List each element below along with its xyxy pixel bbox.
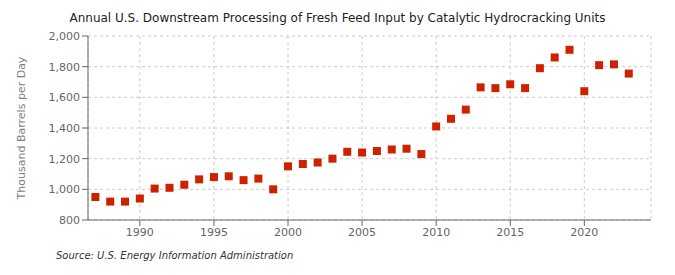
html-text:Source: U.S. Energy Informatio: Source: U.S. Energy Information Administ… (56, 250, 294, 261)
svg-text:2010: 2010 (422, 226, 450, 239)
svg-text:1,600: 1,600 (49, 91, 81, 104)
svg-text:1,800: 1,800 (49, 61, 81, 74)
svg-text:2000: 2000 (274, 226, 302, 239)
html-text:Annual U.S. Downstream Process: Annual U.S. Downstream Processing of Fre… (69, 11, 606, 25)
svg-text:Thousand Barrels per Day: Thousand Barrels per Day (15, 56, 28, 200)
svg-text:2,000: 2,000 (49, 30, 81, 43)
svg-text:1990: 1990 (126, 226, 154, 239)
svg-text:2005: 2005 (348, 226, 376, 239)
svg-text:1995: 1995 (200, 226, 228, 239)
svg-text:1,000: 1,000 (49, 183, 81, 196)
svg-text:800: 800 (59, 214, 80, 227)
svg-text:2015: 2015 (496, 226, 524, 239)
svg-text:1,400: 1,400 (49, 122, 81, 135)
svg-text:2020: 2020 (570, 226, 598, 239)
svg-text:1,200: 1,200 (49, 153, 81, 166)
